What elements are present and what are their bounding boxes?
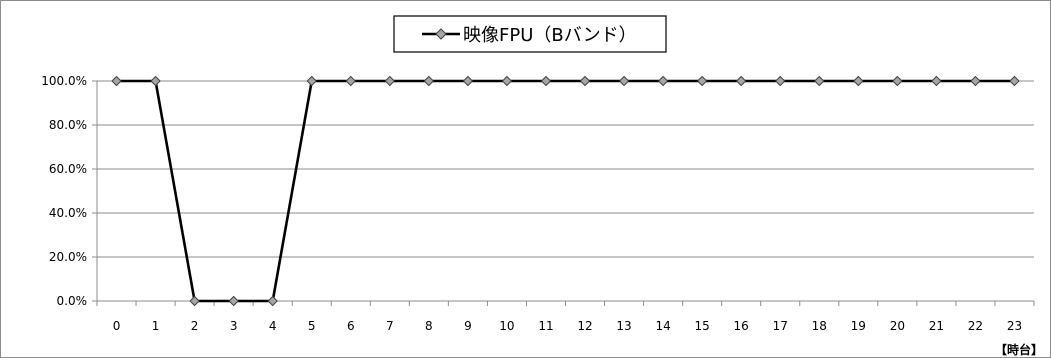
x-tick-label: 10 <box>499 319 514 333</box>
x-axis-unit-label: 【時台】 <box>995 342 1043 357</box>
x-tick-label: 14 <box>655 319 670 333</box>
x-tick-label: 21 <box>929 319 944 333</box>
x-tick-label: 17 <box>773 319 788 333</box>
data-point-marker <box>892 75 903 87</box>
x-tick-label: 22 <box>968 319 983 333</box>
y-tick-label: 60.0% <box>49 162 87 176</box>
data-point-marker <box>931 75 942 87</box>
data-point-marker <box>696 75 708 87</box>
data-point-marker <box>150 75 161 87</box>
x-tick-label: 9 <box>464 319 472 333</box>
data-point-marker <box>384 75 396 87</box>
y-axis: 0.0% 20.0% 40.0% 60.0% 80.0% 100.0% <box>41 74 98 308</box>
x-tick-label: 15 <box>695 319 710 333</box>
data-point-marker <box>189 295 200 307</box>
y-tick-label: 20.0% <box>49 250 87 264</box>
series-line <box>116 79 1015 303</box>
data-point-marker <box>1009 75 1020 87</box>
data-point-marker <box>345 75 356 87</box>
legend-label: 映像FPU（Bバンド） <box>463 25 637 46</box>
data-point-marker <box>735 75 747 87</box>
y-tick-label: 40.0% <box>49 206 87 220</box>
data-point-marker <box>775 75 786 87</box>
data-point-marker <box>462 75 474 87</box>
data-point-marker <box>853 75 864 87</box>
x-tick-label: 0 <box>113 319 121 333</box>
x-tick-label: 23 <box>1007 319 1022 333</box>
x-tick-label: 6 <box>347 319 355 333</box>
y-tick-label: 80.0% <box>49 118 87 132</box>
x-tick-label: 2 <box>191 319 199 333</box>
data-point-marker <box>228 295 239 307</box>
gridlines <box>97 80 1034 302</box>
data-point-marker <box>540 75 552 87</box>
x-tick-label: 4 <box>269 319 277 333</box>
x-tick-label: 1 <box>152 319 160 333</box>
data-point-marker <box>970 75 981 87</box>
data-point-marker <box>267 295 278 307</box>
x-tick-label: 7 <box>386 319 394 333</box>
legend-marker-icon <box>435 28 447 40</box>
x-tick-label: 20 <box>890 319 905 333</box>
x-tick-label: 18 <box>812 319 827 333</box>
series-layer <box>111 75 1020 307</box>
x-tick-label: 5 <box>308 319 316 333</box>
y-tick-label: 100.0% <box>41 74 87 88</box>
x-axis: 0 1 2 3 4 5 6 7 8 9 10 11 12 13 14 15 16 17 18 19 20 21 22 23 <box>96 300 1035 333</box>
legend-box: 映像FPU（Bバンド） <box>393 15 667 53</box>
data-point-marker <box>814 75 825 87</box>
data-point-marker <box>618 75 630 87</box>
x-tick-label: 19 <box>851 319 866 333</box>
x-tick-label: 11 <box>538 319 553 333</box>
data-point-marker <box>657 75 669 87</box>
x-tick-label: 16 <box>734 319 749 333</box>
data-point-marker <box>501 75 513 87</box>
y-tick-label: 0.0% <box>57 294 88 308</box>
data-point-marker <box>579 75 591 87</box>
x-tick-label: 13 <box>616 319 631 333</box>
data-point-marker <box>423 75 435 87</box>
data-point-marker <box>306 75 317 87</box>
x-tick-label: 3 <box>230 319 238 333</box>
x-tick-label: 12 <box>577 319 592 333</box>
data-point-marker <box>111 75 122 87</box>
x-tick-label: 8 <box>425 319 433 333</box>
